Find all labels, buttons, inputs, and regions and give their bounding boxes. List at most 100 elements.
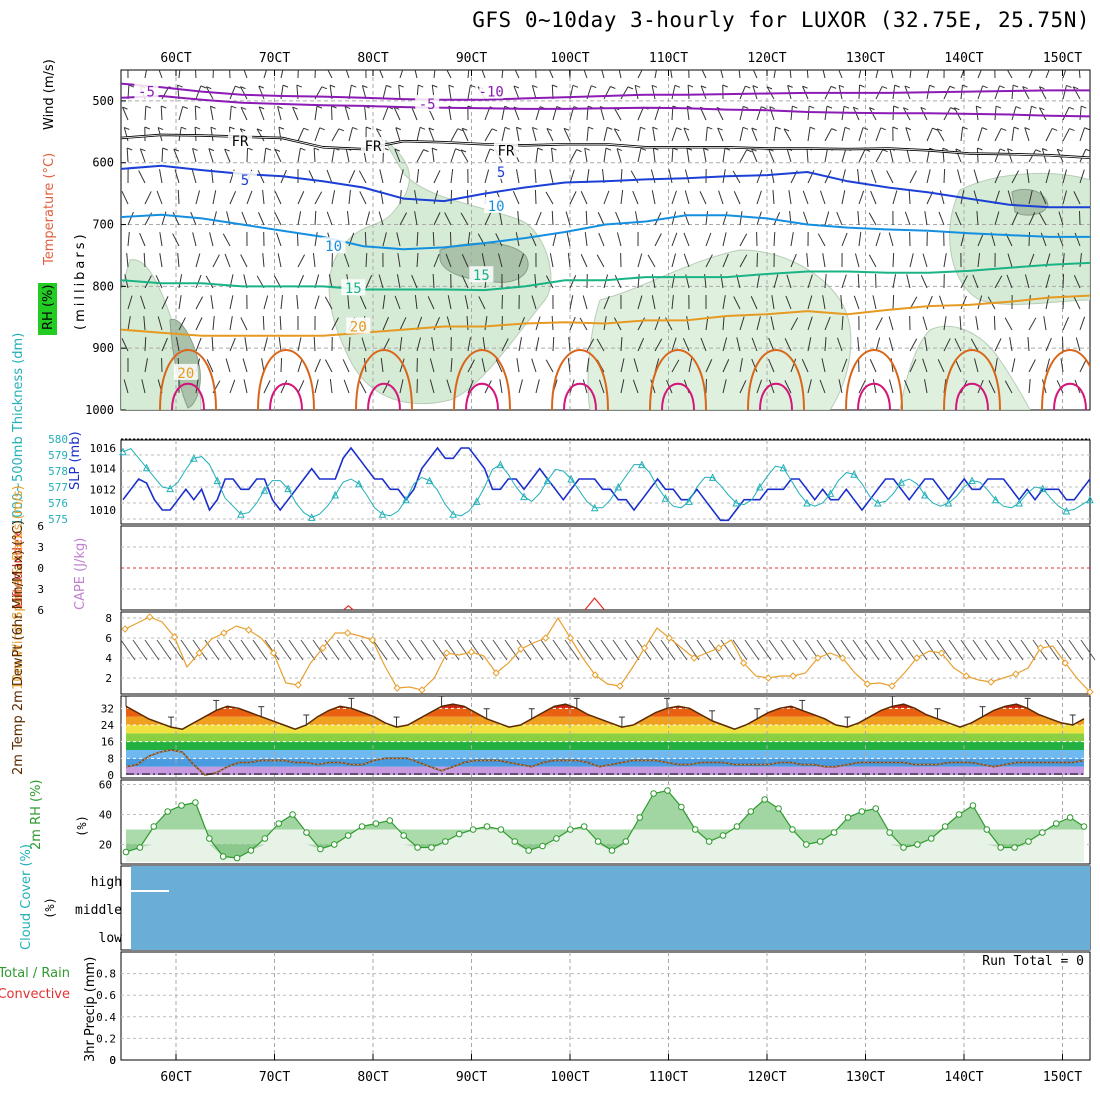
wind-barb: [616, 148, 622, 163]
wind-barb-flag: [419, 126, 426, 130]
rh-line: [125, 789, 1085, 859]
wind-barb: [1056, 380, 1064, 394]
wind-barb-flag: [618, 64, 623, 66]
wind-barb-flag: [445, 66, 450, 68]
wind-barb: [210, 295, 214, 310]
warm-cell-orange: [943, 349, 1001, 410]
wind-barb: [722, 148, 726, 163]
wind-barb: [429, 379, 435, 394]
thickness-tick-label: 577: [48, 481, 68, 494]
wind-barb: [769, 106, 775, 121]
wind-barb: [806, 70, 809, 79]
wind-barb-flag: [231, 105, 237, 109]
contour-label-bg: [321, 237, 346, 254]
wind-barb-flag: [195, 105, 201, 109]
wind-barb: [977, 253, 981, 268]
wind-barb: [467, 379, 474, 394]
wind-barb: [246, 190, 253, 205]
wind-barb: [244, 337, 248, 352]
wind-barb: [588, 639, 604, 661]
wind-barb: [432, 273, 435, 289]
wind-barb: [1078, 70, 1081, 79]
wind-barb: [739, 211, 743, 226]
wind-barb: [364, 231, 367, 247]
rh-marker: [1039, 829, 1046, 836]
wind-barb: [450, 169, 454, 184]
wind-barb: [954, 338, 962, 352]
wind-barb: [1004, 380, 1013, 394]
wind-barb: [1006, 274, 1013, 289]
wind-barb-flag: [532, 85, 538, 88]
wind-barb-flag: [414, 64, 419, 66]
cape-axis-label: CAPE (J/kg): [73, 538, 88, 610]
wind-barb-flag: [546, 127, 553, 131]
thickness-tick-label: 579: [48, 449, 68, 462]
warm-cell-magenta: [367, 382, 401, 410]
wind-barb: [416, 337, 422, 352]
wind-speed-marker: [591, 671, 599, 679]
wind-barb: [1028, 212, 1036, 226]
rh-marker: [136, 844, 144, 851]
wind-barb: [612, 639, 628, 661]
wind-barb: [411, 106, 418, 121]
wind-barb: [613, 317, 622, 331]
time-tick-label: 140CT: [944, 51, 983, 66]
wind-barb: [1062, 316, 1070, 331]
wind-speed-marker: [121, 625, 129, 633]
thickness-marker: [142, 463, 151, 472]
wind-speed-marker: [319, 644, 327, 652]
rh-marker: [747, 808, 755, 815]
wind-barb-flag: [1039, 107, 1045, 111]
wind-barb: [192, 148, 197, 163]
wind-barb: [173, 148, 180, 163]
rh-marker: [178, 802, 185, 809]
wind-barb-flag: [1012, 84, 1019, 88]
wind-barb: [586, 127, 589, 142]
wind-barb: [872, 379, 877, 394]
wind-barb: [314, 106, 318, 121]
wind-barb: [468, 639, 484, 661]
wind-barb: [314, 210, 317, 226]
wind-barb: [127, 295, 133, 310]
wind-barb-flag: [537, 147, 543, 151]
wind-barb: [331, 148, 335, 163]
temp-band: [126, 758, 1084, 767]
wind-legend-label: Wind (m/s): [42, 59, 57, 130]
temperature-lines: [123, 695, 1085, 776]
contour-label: FR: [232, 134, 249, 150]
wind-barb: [328, 274, 333, 289]
wind-barb: [360, 639, 376, 661]
wind-barb: [313, 147, 316, 163]
wind-barb: [751, 337, 758, 352]
wind-barb: [840, 295, 843, 310]
wind-barb: [292, 106, 299, 121]
cloud-categories: high middle low (%): [43, 875, 122, 946]
wind-barb: [620, 86, 629, 100]
warm-cell-orange: [453, 349, 511, 410]
wind-barb: [819, 379, 826, 394]
wind-barb: [802, 190, 809, 205]
wind-barb-flag: [676, 127, 682, 131]
wind-barb-flag: [240, 106, 247, 110]
wind-barb: [806, 253, 809, 268]
contour-label: 10: [325, 239, 342, 255]
wind-barb: [229, 190, 237, 205]
wind-barb-flag: [746, 149, 752, 153]
cloud-cover-fill: [131, 866, 1090, 950]
thickness-marker: [850, 470, 858, 478]
wind-barb: [427, 296, 435, 310]
slp-tick-label: 1010: [90, 504, 117, 517]
rh-marker: [983, 826, 991, 833]
wind-barb: [396, 639, 412, 661]
lifted-index-spike: [343, 605, 354, 611]
wind-barb: [229, 379, 236, 394]
wind-barb-flag: [513, 65, 518, 67]
thickness-marker: [496, 460, 505, 469]
wind-barb-flag: [976, 105, 982, 109]
contour-label: -5: [138, 85, 155, 101]
wind-barb: [603, 148, 607, 163]
wind-barb: [751, 358, 758, 373]
thickness-tick-label: 575: [48, 513, 68, 526]
temp-band: [126, 741, 1084, 750]
wind-barb: [121, 338, 129, 352]
